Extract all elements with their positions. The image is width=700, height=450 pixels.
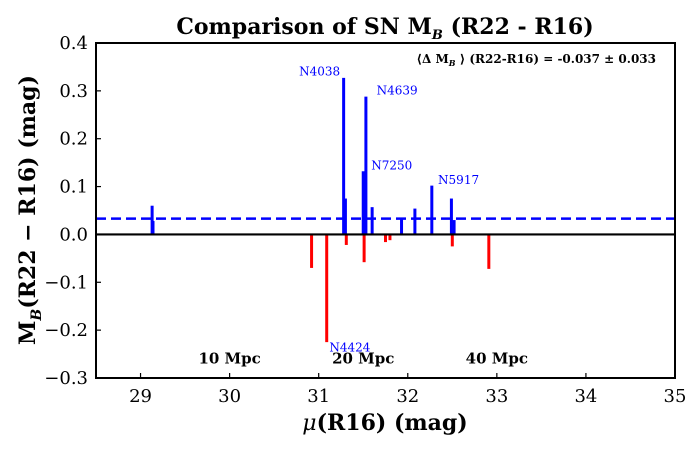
plot-frame	[95, 42, 676, 379]
y-axis-ticks: 0.4 0.3 0.2 0.1 0.0 −0.1 −0.2 −0.3	[44, 33, 101, 389]
y-axis-label: MB(R22 − R16) (mag)	[15, 75, 45, 345]
distance-label-2: 40 Mpc	[466, 350, 528, 368]
distance-label-1: 20 Mpc	[332, 350, 394, 368]
distance-labels-layer: 10 Mpc 20 Mpc 40 Mpc	[198, 350, 528, 368]
chart-title: Comparison of SN MB (R22 - R16)	[176, 14, 593, 43]
annotations-layer: N4038 N4639 N7250 N5917 N4424	[299, 65, 479, 355]
x-axis-label: μ(R16) (mag)	[302, 410, 467, 436]
y-tick-label: −0.3	[44, 368, 88, 389]
annotation-n7250: N7250	[371, 158, 412, 172]
x-tick-label: 35	[664, 386, 687, 407]
x-tick-label: 32	[396, 386, 419, 407]
y-tick-label: 0.1	[59, 177, 88, 198]
x-tick-label: 29	[129, 386, 152, 407]
y-tick-label: 0.0	[59, 224, 88, 245]
y-tick-label: −0.1	[44, 272, 88, 293]
mean-offset-label: ⟨Δ MB ⟩ (R22-R16) = -0.037 ± 0.033	[416, 52, 656, 68]
distance-label-0: 10 Mpc	[198, 350, 260, 368]
x-tick-label: 31	[307, 386, 330, 407]
x-tick-label: 33	[485, 386, 508, 407]
annotation-n4639: N4639	[377, 84, 418, 98]
y-tick-label: −0.2	[44, 320, 88, 341]
x-tick-label: 30	[218, 386, 241, 407]
y-tick-label: 0.4	[59, 33, 88, 54]
x-tick-label: 34	[574, 386, 597, 407]
x-axis-ticks: 29 30 31 32 33 34 35	[129, 373, 686, 407]
bars-layer	[150, 77, 491, 343]
annotation-n4038: N4038	[299, 65, 340, 79]
y-tick-label: 0.2	[59, 129, 88, 150]
y-tick-label: 0.3	[59, 81, 88, 102]
annotation-n4424: N4424	[329, 341, 370, 355]
annotation-n5917: N5917	[438, 173, 479, 187]
